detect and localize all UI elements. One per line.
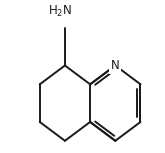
Text: H$_2$N: H$_2$N (48, 4, 72, 19)
Text: N: N (111, 59, 120, 72)
